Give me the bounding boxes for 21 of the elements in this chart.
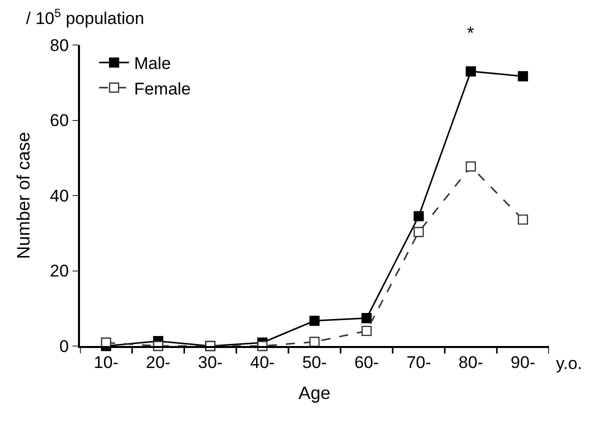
y-tick-label: 0	[59, 336, 69, 356]
x-tick-label: 80-	[458, 353, 484, 372]
text: / 10$^{5}$ population	[26, 6, 144, 28]
y-tick-label: 20	[50, 262, 69, 281]
x-tick-label: 50-	[302, 353, 327, 372]
x-tick-label: 20-	[146, 353, 170, 372]
text: y.o.	[556, 354, 582, 373]
y-axis-title: Number of case	[14, 132, 34, 260]
text: *	[467, 23, 474, 43]
y-tick-label: 40	[50, 186, 69, 206]
x-axis-title: Age	[298, 382, 331, 403]
legend-label: Female	[134, 79, 191, 98]
x-tick-label: 90-	[510, 353, 536, 372]
y-tick-label: 60	[50, 111, 69, 130]
x-tick-label: 70-	[406, 353, 432, 372]
x-tick-label: 30-	[198, 353, 223, 372]
x-tick-label: 60-	[354, 353, 379, 372]
y-tick-label: 80	[50, 36, 69, 55]
x-tick-label: 40-	[250, 353, 275, 372]
legend-label: Male	[134, 54, 171, 74]
x-tick-label: 10-	[94, 353, 118, 372]
